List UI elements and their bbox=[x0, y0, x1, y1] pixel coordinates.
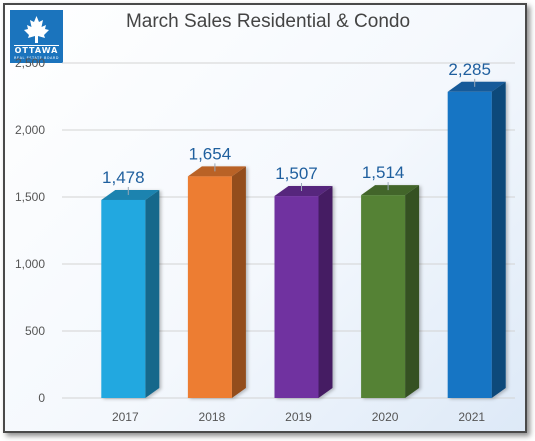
data-label: 1,654 bbox=[189, 144, 232, 163]
bar bbox=[361, 185, 420, 398]
bar-front bbox=[101, 199, 146, 398]
bar bbox=[274, 186, 333, 398]
bar-front bbox=[361, 195, 406, 398]
bar bbox=[101, 189, 160, 398]
x-tick-label: 2020 bbox=[372, 410, 399, 424]
bar bbox=[187, 166, 246, 398]
chart-frame: OTTAWA REAL ESTATE BOARD bbox=[3, 3, 527, 433]
logo-word: OTTAWA bbox=[14, 46, 59, 55]
bar-top bbox=[187, 166, 246, 177]
maple-leaf-house-icon bbox=[14, 16, 59, 46]
bar-front bbox=[447, 91, 492, 398]
y-tick-label: 1,000 bbox=[15, 257, 45, 271]
x-tick-label: 2021 bbox=[458, 410, 485, 424]
bar-side bbox=[145, 189, 160, 398]
data-label: 2,285 bbox=[448, 60, 491, 79]
logo-subtext: REAL ESTATE BOARD bbox=[13, 56, 60, 60]
y-tick-label: 2,500 bbox=[15, 56, 45, 70]
x-tick-label: 2019 bbox=[285, 410, 312, 424]
y-tick-label: 0 bbox=[38, 391, 45, 405]
data-label: 1,478 bbox=[102, 168, 145, 187]
x-axis-ticks: 2017 2018 2019 2020 2021 bbox=[112, 410, 485, 424]
data-label: 1,507 bbox=[275, 164, 318, 183]
bar-front bbox=[187, 176, 232, 398]
data-labels: 1,478 1,654 1,507 1,514 2,285 bbox=[102, 60, 491, 195]
bar-top bbox=[361, 185, 420, 196]
y-tick-label: 500 bbox=[25, 324, 45, 338]
bar bbox=[447, 81, 506, 398]
bar-side bbox=[231, 166, 246, 398]
bar-top bbox=[274, 186, 333, 197]
data-label: 1,514 bbox=[362, 163, 405, 182]
y-tick-label: 1,500 bbox=[15, 190, 45, 204]
bar-side bbox=[405, 185, 420, 398]
x-tick-label: 2017 bbox=[112, 410, 139, 424]
y-axis-ticks: 0 500 1,000 1,500 2,000 2,500 bbox=[15, 56, 45, 405]
bars bbox=[101, 81, 506, 398]
chart-title: March Sales Residential & Condo bbox=[126, 11, 410, 32]
bar-top bbox=[447, 81, 506, 92]
bar-front bbox=[274, 196, 319, 398]
bar-side bbox=[318, 186, 333, 398]
x-tick-label: 2018 bbox=[199, 410, 226, 424]
bar-side bbox=[491, 81, 506, 398]
ottawa-real-estate-board-logo: OTTAWA REAL ESTATE BOARD bbox=[10, 10, 63, 63]
y-tick-label: 2,000 bbox=[15, 123, 45, 137]
bar-top bbox=[101, 189, 160, 200]
